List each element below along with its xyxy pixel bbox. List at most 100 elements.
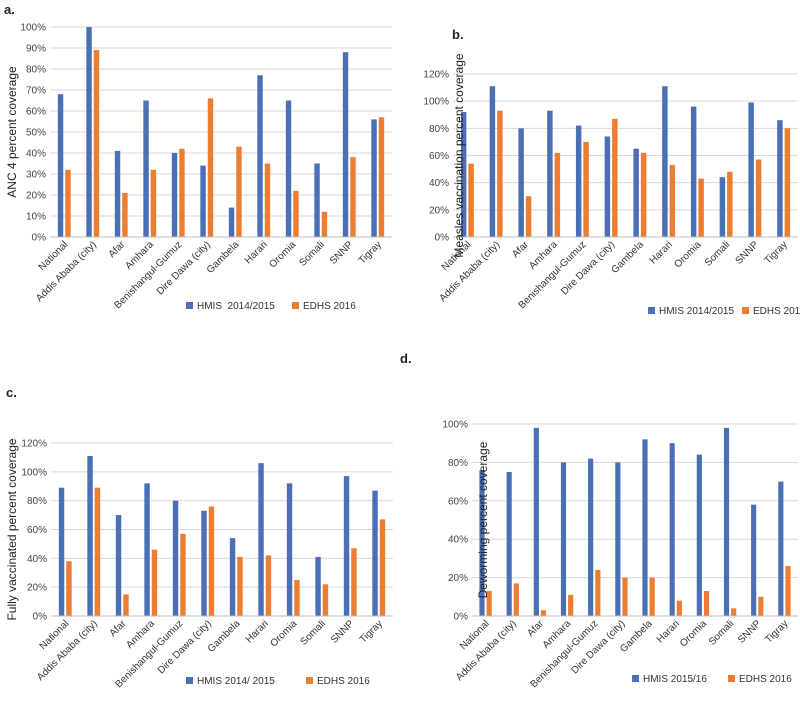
legend-swatch-hmis [186, 677, 193, 684]
y-tick-label: 60% [448, 496, 468, 507]
y-tick-label: 90% [26, 44, 46, 55]
bar-edhs [293, 190, 299, 237]
x-tick-label: Oromia [678, 618, 709, 649]
bar-edhs [583, 141, 589, 237]
x-tick-label: Oromia [267, 239, 298, 270]
bar-edhs [265, 555, 272, 616]
bar-edhs [150, 169, 157, 237]
y-tick-label: 100% [20, 23, 46, 34]
bar-hmis [371, 119, 377, 237]
legend-label-edhs: EDHS 2016 [317, 676, 370, 687]
x-tick-label: Tigray [358, 618, 385, 645]
bar-hmis [723, 427, 730, 616]
bar-edhs [497, 110, 503, 237]
bar-hmis [114, 150, 121, 237]
bar-hmis [575, 125, 582, 237]
bar-edhs [179, 148, 185, 237]
panel-label-c: c. [6, 385, 17, 400]
bar-edhs [698, 178, 704, 237]
legend-label-hmis: HMIS 2014/ 2015 [197, 676, 275, 687]
y-tick-label: 100% [423, 97, 449, 108]
bar-hmis [560, 462, 567, 616]
y-tick-label: 80% [448, 458, 468, 469]
bar-hmis [57, 94, 64, 237]
y-tick-label: 80% [26, 65, 46, 76]
bar-hmis [201, 510, 207, 616]
panel-label-b: b. [452, 27, 464, 42]
bar-hmis [172, 500, 179, 616]
bar-edhs [207, 98, 214, 238]
bar-hmis [533, 427, 539, 616]
bar-hmis [314, 163, 320, 237]
x-tick-label: Afar [108, 618, 129, 639]
bar-edhs [93, 50, 100, 237]
x-tick-label: Tigray [357, 239, 384, 266]
bar-hmis [751, 504, 757, 616]
bar-edhs [486, 591, 492, 616]
bar-hmis [633, 148, 639, 237]
bar-edhs [65, 169, 71, 237]
bar-edhs [468, 163, 474, 237]
x-tick-label: Oromia [673, 239, 704, 270]
legend-swatch-hmis [648, 307, 655, 314]
legend-swatch-edhs [742, 307, 749, 314]
x-tick-label: Afar [525, 618, 546, 639]
x-tick-label: Somali [707, 618, 736, 647]
anc4-chart: 0%10%20%30%40%50%60%70%80%90%100%Nationa… [5, 23, 392, 312]
bar-hmis [86, 27, 92, 237]
y-tick-label: 40% [27, 554, 47, 565]
bar-edhs [151, 549, 158, 616]
x-tick-label: Gambela [206, 618, 243, 655]
bar-edhs [294, 579, 300, 616]
panel-d: d. 0% 20% 40% 60% 80% 100% National Addis Ababa… [400, 345, 800, 697]
y-tick-label: 0% [454, 612, 469, 623]
y-tick-label: 20% [26, 191, 46, 202]
bar-hmis [547, 110, 553, 237]
x-tick-label: Afar [510, 239, 531, 260]
y-tick-label: 40% [429, 178, 449, 189]
bar-edhs [649, 577, 655, 616]
y-tick-label: 20% [448, 573, 468, 584]
x-tick-label: Somali [703, 239, 732, 268]
bar-edhs [640, 152, 647, 237]
bar-hmis [228, 207, 235, 237]
bar-edhs [321, 211, 328, 237]
bar-hmis [588, 458, 594, 616]
bar-hmis [719, 177, 726, 237]
bar-edhs [94, 487, 101, 616]
legend-label-edhs: EDHS 2016 [739, 674, 792, 685]
y-axis-title: Fully vaccinated percent coverage [5, 438, 19, 620]
bar-hmis [257, 75, 263, 237]
bar-hmis [229, 538, 236, 616]
y-tick-label: 100% [442, 420, 468, 431]
y-tick-label: 60% [26, 107, 46, 118]
legend-label-edhs: EDHS 2016 [303, 301, 356, 312]
bar-hmis [144, 483, 150, 616]
legend-label-hmis: HMIS 2015/16 [643, 674, 707, 685]
bar-edhs [236, 146, 242, 237]
bar-hmis [315, 556, 321, 616]
y-tick-label: 70% [26, 86, 46, 97]
bar-hmis [115, 515, 122, 616]
x-tick-label: Gambela [610, 239, 647, 276]
bar-hmis [696, 454, 702, 616]
x-tick-label: Tigray [763, 239, 790, 266]
bar-edhs [66, 561, 72, 616]
panel-label-d: d. [400, 351, 412, 366]
bar-edhs [264, 163, 271, 237]
x-tick-label: SNNP [329, 618, 357, 646]
x-tick-label: Oromia [268, 618, 299, 649]
bar-hmis [642, 439, 648, 616]
y-tick-label: 0% [32, 233, 47, 244]
x-tick-label: Tigray [763, 618, 790, 645]
panel-a: a. 0% 10% 20% 30% 40% 50% 60% 70% 80% 90% 100% Nati… [0, 0, 400, 340]
bar-hmis [479, 470, 485, 616]
bar-edhs [785, 566, 791, 616]
x-tick-label: Harari [243, 239, 270, 266]
bar-hmis [489, 86, 496, 237]
panel-c: c. 0% 20% 40% 60% 80% 100% 120% National Addis A… [0, 345, 400, 697]
y-tick-label: 10% [26, 212, 46, 223]
bar-hmis [518, 128, 524, 237]
